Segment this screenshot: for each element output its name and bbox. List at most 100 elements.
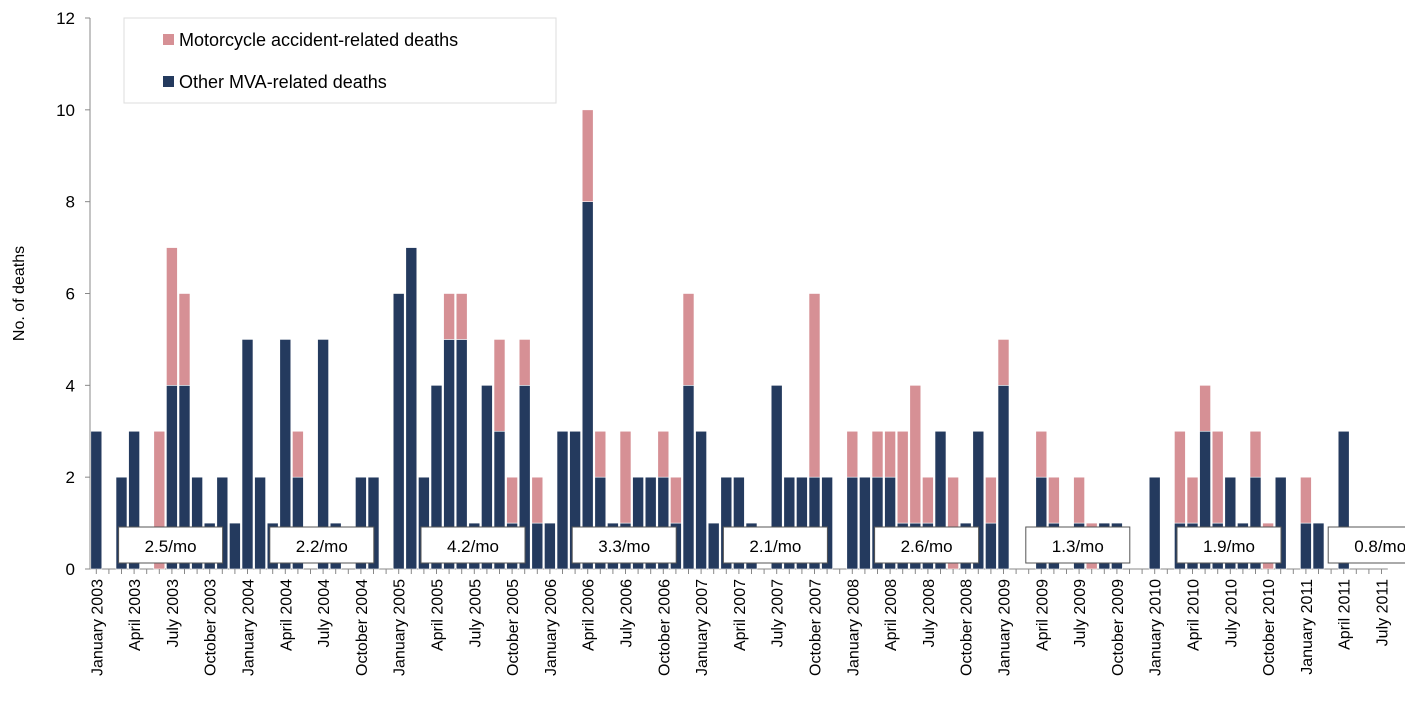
legend-box (123, 17, 557, 104)
x-tick-label: July 2008 (921, 579, 938, 648)
y-tick-label: 6 (66, 285, 75, 304)
bar-segment (1186, 476, 1199, 524)
bar-segment (1048, 476, 1060, 524)
bar-segment (859, 476, 871, 570)
bar-segment (1174, 430, 1186, 524)
bar-segment (682, 293, 695, 386)
bar-segment (1148, 476, 1161, 570)
x-tick-label: October 2004 (354, 579, 371, 676)
annotation-box (420, 526, 526, 564)
annotation-box (1327, 526, 1405, 564)
x-tick-label: July 2007 (770, 579, 787, 648)
x-tick-label: July 2005 (467, 579, 484, 648)
x-tick-label: January 2003 (89, 579, 106, 676)
y-tick-label: 12 (56, 9, 75, 28)
annotation-box (1025, 526, 1131, 564)
bar-segment (581, 201, 594, 570)
bar-segment (619, 430, 632, 524)
bar-segment (997, 339, 1010, 386)
x-tick-label: October 2010 (1261, 579, 1278, 676)
x-tick-label: January 2005 (392, 579, 409, 676)
x-tick-label: October 2007 (808, 579, 825, 676)
y-tick-label: 4 (66, 376, 75, 395)
x-tick-label: October 2008 (959, 579, 976, 676)
x-tick-label: April 2011 (1337, 579, 1354, 650)
bar-segment (1035, 430, 1048, 478)
bar-segment (531, 522, 544, 570)
y-axis-label: No. of deaths (11, 246, 28, 341)
bar-segment (670, 476, 682, 524)
bar-segment (1249, 430, 1262, 478)
annotation: 2.6/mo (901, 537, 953, 556)
bar-segment (846, 430, 859, 478)
x-tick-label: January 2009 (997, 579, 1014, 676)
bar-segment (518, 339, 531, 386)
x-tick-label: July 2009 (1072, 579, 1089, 648)
x-tick-label: April 2003 (127, 579, 144, 651)
bar-segment (1312, 522, 1325, 570)
bar-segment (808, 293, 821, 478)
legend-swatch (163, 76, 174, 87)
bar-segment (544, 522, 556, 570)
x-tick-label: April 2005 (430, 579, 447, 651)
y-tick-label: 0 (66, 560, 75, 579)
annotation: 1.9/mo (1203, 537, 1255, 556)
y-tick-label: 2 (66, 468, 75, 487)
bar-segment (707, 522, 720, 570)
x-tick-label: October 2009 (1110, 579, 1127, 676)
annotation: 2.2/mo (296, 537, 348, 556)
bar-segment (531, 476, 544, 524)
x-tick-label: July 2003 (165, 579, 182, 648)
bar-segment (443, 293, 455, 340)
annotation: 2.5/mo (145, 537, 197, 556)
x-tick-label: January 2008 (845, 579, 862, 676)
x-tick-label: July 2004 (316, 579, 333, 648)
bar-segment (657, 430, 670, 478)
annotation: 1.3/mo (1052, 537, 1104, 556)
bar-segment (1300, 522, 1312, 570)
y-tick-label: 10 (56, 101, 75, 120)
bar-segment (1199, 385, 1211, 432)
x-tick-label: October 2003 (203, 579, 220, 676)
bar-segment (997, 385, 1010, 570)
bar-segment (1300, 476, 1312, 524)
x-tick-label: April 2006 (581, 579, 598, 651)
bar-segment (985, 476, 997, 524)
annotation: 4.2/mo (447, 537, 499, 556)
bar-segment (846, 476, 859, 570)
bar-segment (241, 339, 254, 570)
annotation-box (722, 526, 828, 564)
bar-segment (871, 430, 884, 478)
bar-segment (896, 430, 909, 524)
x-tick-label: October 2006 (656, 579, 673, 676)
x-tick-label: January 2011 (1299, 579, 1316, 675)
x-tick-label: January 2010 (1148, 579, 1165, 676)
annotation: 2.1/mo (749, 537, 801, 556)
legend-label: Other MVA-related deaths (179, 72, 387, 92)
x-tick-label: April 2008 (883, 579, 900, 651)
bar-segment (229, 522, 241, 570)
x-tick-label: October 2005 (505, 579, 522, 676)
x-tick-label: April 2010 (1186, 579, 1203, 651)
x-tick-label: January 2007 (694, 579, 711, 676)
bar-segment (695, 430, 707, 570)
annotation-box (571, 526, 677, 564)
x-tick-label: April 2009 (1034, 579, 1051, 651)
annotation: 0.8/mo (1354, 537, 1405, 556)
legend-label: Motorcycle accident-related deaths (179, 30, 458, 50)
bar-segment (292, 430, 304, 478)
y-tick-label: 8 (66, 193, 75, 212)
x-tick-label: April 2007 (732, 579, 749, 651)
bar-segment (455, 293, 468, 340)
bar-segment (178, 293, 191, 386)
bar-segment (985, 522, 997, 570)
annotation-box (118, 526, 224, 564)
bar-segment (90, 430, 103, 570)
bar-segment (405, 247, 418, 570)
bar-segment (1073, 476, 1085, 524)
bar-segment (166, 247, 178, 386)
legend-swatch (163, 34, 174, 45)
bar-segment (594, 430, 607, 478)
bar-segment (581, 109, 594, 202)
